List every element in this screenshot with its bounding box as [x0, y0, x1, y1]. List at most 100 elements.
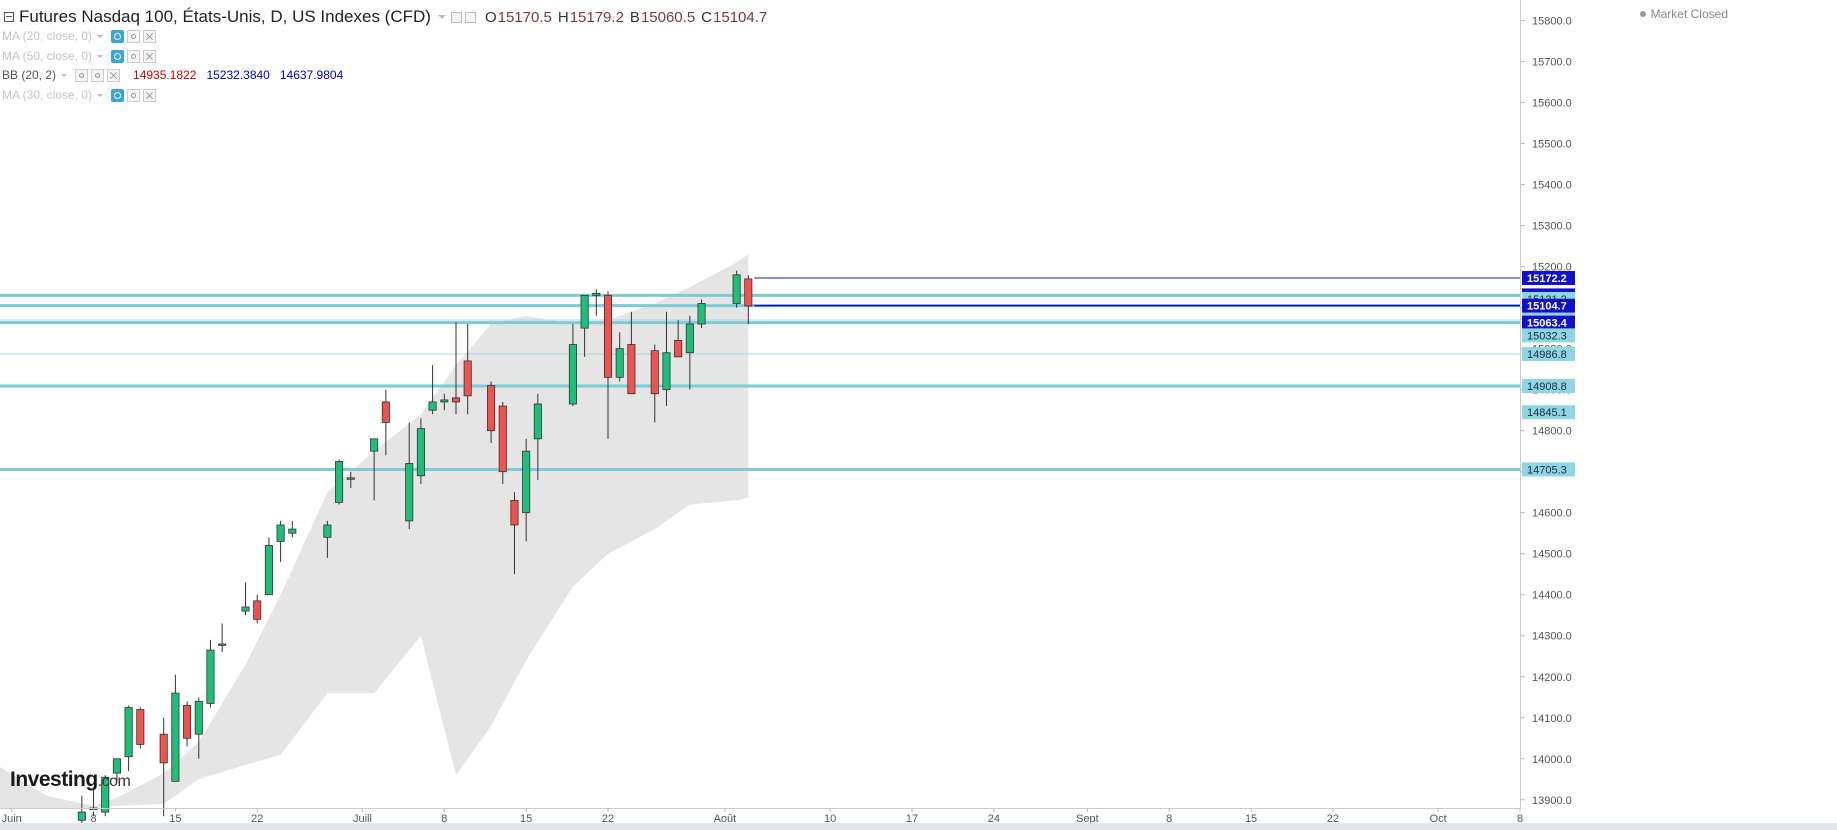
candle-body [335, 461, 344, 503]
candle-body [615, 348, 624, 378]
price-tag-box [1522, 405, 1575, 420]
price-tag-label: 14705.3 [1527, 465, 1567, 477]
x-tick-label: 15 [169, 813, 181, 825]
y-tick-label: 14000.0 [1532, 754, 1572, 766]
indicator-ma-30[interactable]: MA (30, close, 0) [2, 86, 159, 104]
price-tag-box [1522, 298, 1575, 313]
candle-body [662, 352, 671, 391]
collapse-icon[interactable] [4, 12, 14, 22]
bb-lower-value: 14637.9804 [279, 68, 344, 82]
logo-brand: Investing [10, 768, 98, 791]
candle-body [101, 776, 110, 813]
close-icon[interactable] [143, 88, 157, 102]
x-tick-label: 8 [1517, 813, 1523, 825]
ohlc-open: O15170.5 [484, 8, 552, 26]
eye-icon[interactable] [111, 88, 125, 102]
candle-body [264, 545, 273, 596]
price-tag: 14705.3 [1522, 462, 1575, 477]
market-status-text: Market Closed [1650, 7, 1728, 21]
x-tick-label: Juill [353, 813, 372, 825]
candle-body [124, 707, 133, 758]
candle-body [405, 463, 414, 522]
y-tick-label: 14600.0 [1532, 508, 1572, 520]
y-tick-label: 14800.0 [1532, 426, 1572, 438]
price-tag-label: 15063.4 [1527, 318, 1568, 330]
candle-body [428, 401, 437, 411]
price-tag: 14986.8 [1522, 347, 1575, 362]
candle-body [276, 524, 285, 542]
candle-body [510, 499, 519, 526]
indicator-bb-20-2[interactable]: BB (20, 2) 14935.1822 15232.3840 14637.9… [2, 66, 343, 84]
x-tick-label: 15 [520, 813, 532, 825]
candle-body [568, 344, 577, 405]
gear-icon[interactable] [127, 49, 141, 63]
eye-icon[interactable] [75, 68, 89, 82]
candle-body [323, 524, 332, 538]
close-icon[interactable] [143, 29, 157, 43]
price-tag-box [1522, 379, 1575, 394]
candle-body [346, 477, 355, 480]
price-tag-label: 15104.7 [1527, 301, 1567, 313]
indicator-ma-50[interactable]: MA (50, close, 0) [2, 47, 159, 65]
chevron-down-icon[interactable] [97, 54, 104, 58]
chevron-down-icon[interactable] [97, 93, 104, 97]
x-tick-label: 8 [90, 813, 96, 825]
candle-body [218, 643, 227, 646]
y-tick-label: 15800.0 [1532, 16, 1572, 28]
x-tick-label: 8 [1166, 813, 1172, 825]
x-tick-label: Août [714, 813, 737, 825]
candle-body [533, 403, 542, 440]
bb-middle-value: 14935.1822 [133, 68, 197, 82]
title-row: Futures Nasdaq 100, États-Unis, D, US In… [4, 6, 767, 28]
close-icon[interactable] [143, 49, 157, 63]
y-tick-label: 15500.0 [1532, 139, 1572, 151]
bollinger-band-area [0, 254, 749, 809]
gear-icon[interactable] [127, 88, 141, 102]
y-tick-label: 15700.0 [1532, 57, 1572, 69]
settings-icon[interactable] [450, 11, 462, 23]
eye-icon[interactable] [111, 29, 125, 43]
price-tag: 15172.2 [1522, 271, 1575, 286]
gear-icon[interactable] [127, 29, 141, 43]
logo-suffix: .com [97, 773, 131, 790]
candle-body [136, 709, 145, 745]
price-tag-box [1522, 347, 1575, 362]
x-tick-label: 17 [906, 813, 918, 825]
close-icon[interactable] [107, 68, 121, 82]
candle-body [685, 323, 694, 354]
price-tag-box [1522, 462, 1575, 477]
indicator-ma-20[interactable]: MA (20, close, 0) [2, 27, 159, 45]
price-tag: 14908.8 [1522, 379, 1575, 394]
price-tag-label: 14908.8 [1527, 381, 1567, 393]
candle-body [580, 294, 589, 329]
price-tag-label: 15172.2 [1527, 273, 1567, 285]
chart-header: Futures Nasdaq 100, États-Unis, D, US In… [0, 0, 1780, 110]
status-dot-icon [1639, 11, 1646, 17]
candle-body [159, 733, 168, 764]
eye-icon[interactable] [111, 49, 125, 63]
candle-body [370, 438, 379, 452]
y-tick-label: 15200.0 [1532, 262, 1572, 274]
price-tag-box [1522, 328, 1575, 343]
chevron-down-icon[interactable] [437, 15, 446, 19]
market-status: Market Closed [1639, 7, 1728, 21]
bottom-scrollbar[interactable] [0, 823, 1837, 830]
gear-icon[interactable] [91, 68, 105, 82]
x-tick-label: 22 [251, 813, 263, 825]
indicator-label: MA (20, close, 0) [2, 29, 93, 43]
y-tick-label: 15300.0 [1532, 221, 1572, 233]
candle-body [171, 692, 180, 782]
candle-body [112, 758, 121, 774]
chevron-down-icon[interactable] [61, 73, 68, 77]
price-tag-box [1522, 315, 1575, 330]
candle-body [603, 294, 613, 378]
candle-body [498, 405, 507, 473]
y-tick-label: 14100.0 [1532, 713, 1572, 725]
settings-icon[interactable] [464, 11, 476, 23]
chevron-down-icon[interactable] [97, 34, 104, 38]
price-tag-label: 14845.1 [1527, 407, 1567, 419]
ohlc-low: B15060.5 [629, 8, 696, 26]
candle-body [241, 606, 250, 612]
price-tag-label: 14986.8 [1527, 349, 1567, 361]
